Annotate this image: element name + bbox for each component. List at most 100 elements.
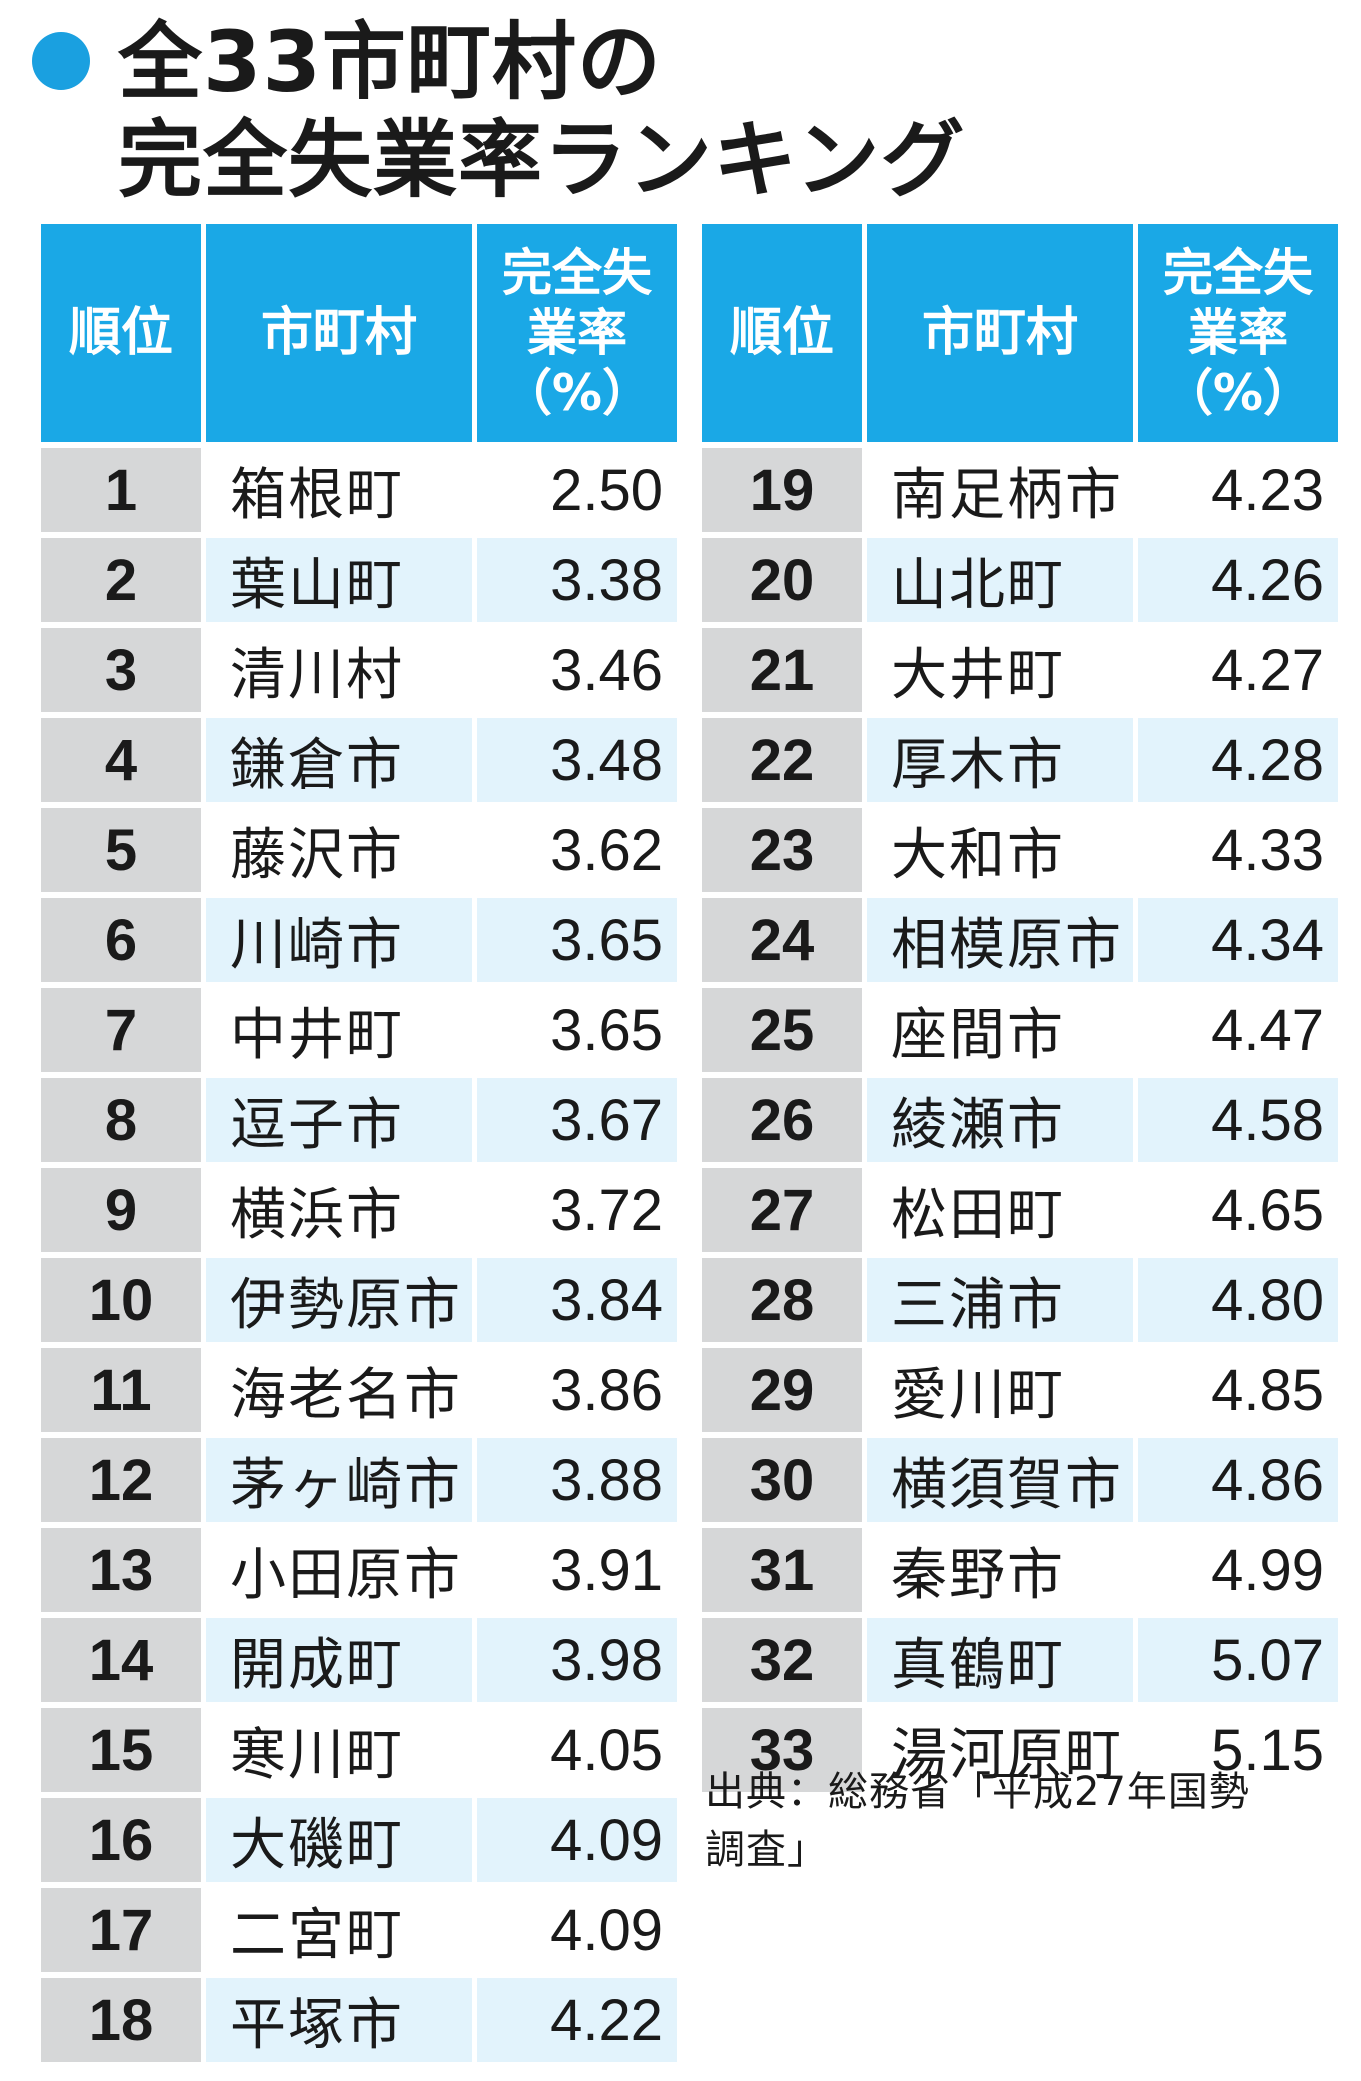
rate-cell: 4.65 [1138, 1168, 1338, 1252]
rate-cell: 4.85 [1138, 1348, 1338, 1432]
rate-cell: 3.48 [477, 718, 677, 802]
header-unemployment-rate: 完全失 業率 （%） [1138, 224, 1338, 442]
rank-cell: 8 [41, 1078, 201, 1162]
rank-cell: 19 [702, 448, 862, 532]
rank-cell: 23 [702, 808, 862, 892]
table-row: 5 藤沢市 3.62 [41, 808, 677, 892]
header-rate-line-1: 完全失 [1163, 244, 1313, 302]
rate-cell: 4.33 [1138, 808, 1338, 892]
municipality-cell: 秦野市 [867, 1528, 1133, 1612]
table-row: 9 横浜市 3.72 [41, 1168, 677, 1252]
table-row: 4 鎌倉市 3.48 [41, 718, 677, 802]
rate-cell: 3.88 [477, 1438, 677, 1522]
table-row: 23 大和市 4.33 [702, 808, 1338, 892]
rank-cell: 10 [41, 1258, 201, 1342]
municipality-cell: 相模原市 [867, 898, 1133, 982]
rate-cell: 2.50 [477, 448, 677, 532]
rate-cell: 3.65 [477, 988, 677, 1072]
municipality-cell: 川崎市 [206, 898, 472, 982]
rate-cell: 5.15 [1138, 1708, 1338, 1792]
municipality-cell: 箱根町 [206, 448, 472, 532]
rate-cell: 4.23 [1138, 448, 1338, 532]
municipality-cell: 平塚市 [206, 1978, 472, 2062]
header-unemployment-rate: 完全失 業率 （%） [477, 224, 677, 442]
municipality-cell: 鎌倉市 [206, 718, 472, 802]
rank-cell: 15 [41, 1708, 201, 1792]
table-row: 28 三浦市 4.80 [702, 1258, 1338, 1342]
table-row: 8 逗子市 3.67 [41, 1078, 677, 1162]
rate-cell: 3.91 [477, 1528, 677, 1612]
municipality-cell: 愛川町 [867, 1348, 1133, 1432]
table-row: 17 二宮町 4.09 [41, 1888, 677, 1972]
rate-cell: 4.22 [477, 1978, 677, 2062]
municipality-cell: 厚木市 [867, 718, 1133, 802]
rank-cell: 2 [41, 538, 201, 622]
municipality-cell: 南足柄市 [867, 448, 1133, 532]
rank-cell: 30 [702, 1438, 862, 1522]
rank-cell: 5 [41, 808, 201, 892]
header-rank: 順位 [702, 224, 862, 442]
rank-cell: 27 [702, 1168, 862, 1252]
table-row: 31 秦野市 4.99 [702, 1528, 1338, 1612]
table-row: 27 松田町 4.65 [702, 1168, 1338, 1252]
table-row: 16 大磯町 4.09 [41, 1798, 677, 1882]
header-rate-line-2: 業率 [1188, 304, 1288, 362]
rank-cell: 26 [702, 1078, 862, 1162]
table-row: 1 箱根町 2.50 [41, 448, 677, 532]
rank-cell: 16 [41, 1798, 201, 1882]
municipality-cell: 大井町 [867, 628, 1133, 712]
municipality-cell: 綾瀬市 [867, 1078, 1133, 1162]
rate-cell: 3.72 [477, 1168, 677, 1252]
table-row: 13 小田原市 3.91 [41, 1528, 677, 1612]
ranking-table-right: 順位 市町村 完全失 業率 （%） 19 南足柄市 4.23 20 山北町 4.26 21 大… [697, 218, 1343, 1798]
municipality-cell: 三浦市 [867, 1258, 1133, 1342]
header-rank: 順位 [41, 224, 201, 442]
rank-cell: 3 [41, 628, 201, 712]
source-note: 出典：総務省「平成27年国勢 調査」 [705, 1763, 1345, 1879]
rate-cell: 4.99 [1138, 1528, 1338, 1612]
rate-cell: 3.46 [477, 628, 677, 712]
municipality-cell: 松田町 [867, 1168, 1133, 1252]
rank-cell: 11 [41, 1348, 201, 1432]
rank-cell: 17 [41, 1888, 201, 1972]
rank-cell: 7 [41, 988, 201, 1072]
table-row: 26 綾瀬市 4.58 [702, 1078, 1338, 1162]
table-row: 7 中井町 3.65 [41, 988, 677, 1072]
table-row: 22 厚木市 4.28 [702, 718, 1338, 802]
municipality-cell: 真鶴町 [867, 1618, 1133, 1702]
rate-cell: 4.86 [1138, 1438, 1338, 1522]
ranking-table-left: 順位 市町村 完全失 業率 （%） 1 箱根町 2.50 2 葉山町 3.38 3 清川村 3.… [36, 218, 682, 2068]
rank-cell: 32 [702, 1618, 862, 1702]
header-rate-line-1: 完全失 [502, 244, 652, 302]
rank-cell: 4 [41, 718, 201, 802]
rank-cell: 9 [41, 1168, 201, 1252]
table-header-row: 順位 市町村 完全失 業率 （%） [702, 224, 1338, 442]
table-row: 2 葉山町 3.38 [41, 538, 677, 622]
rate-cell: 3.62 [477, 808, 677, 892]
rate-cell: 4.05 [477, 1708, 677, 1792]
page-title-line-1: 全33市町村の [118, 13, 662, 111]
municipality-cell: 山北町 [867, 538, 1133, 622]
municipality-cell: 清川村 [206, 628, 472, 712]
rate-cell: 3.67 [477, 1078, 677, 1162]
rate-cell: 3.84 [477, 1258, 677, 1342]
municipality-cell: 二宮町 [206, 1888, 472, 1972]
table-row: 11 海老名市 3.86 [41, 1348, 677, 1432]
municipality-cell: 葉山町 [206, 538, 472, 622]
municipality-cell: 座間市 [867, 988, 1133, 1072]
rank-cell: 20 [702, 538, 862, 622]
rate-cell: 4.28 [1138, 718, 1338, 802]
title-bullet-icon [32, 32, 90, 90]
municipality-cell: 横須賀市 [867, 1438, 1133, 1522]
table-row: 18 平塚市 4.22 [41, 1978, 677, 2062]
table-row: 14 開成町 3.98 [41, 1618, 677, 1702]
municipality-cell: 逗子市 [206, 1078, 472, 1162]
rank-cell: 13 [41, 1528, 201, 1612]
rank-cell: 24 [702, 898, 862, 982]
rate-cell: 5.07 [1138, 1618, 1338, 1702]
table-row: 21 大井町 4.27 [702, 628, 1338, 712]
table-row: 3 清川村 3.46 [41, 628, 677, 712]
rate-cell: 4.26 [1138, 538, 1338, 622]
table-row: 19 南足柄市 4.23 [702, 448, 1338, 532]
municipality-cell: 海老名市 [206, 1348, 472, 1432]
